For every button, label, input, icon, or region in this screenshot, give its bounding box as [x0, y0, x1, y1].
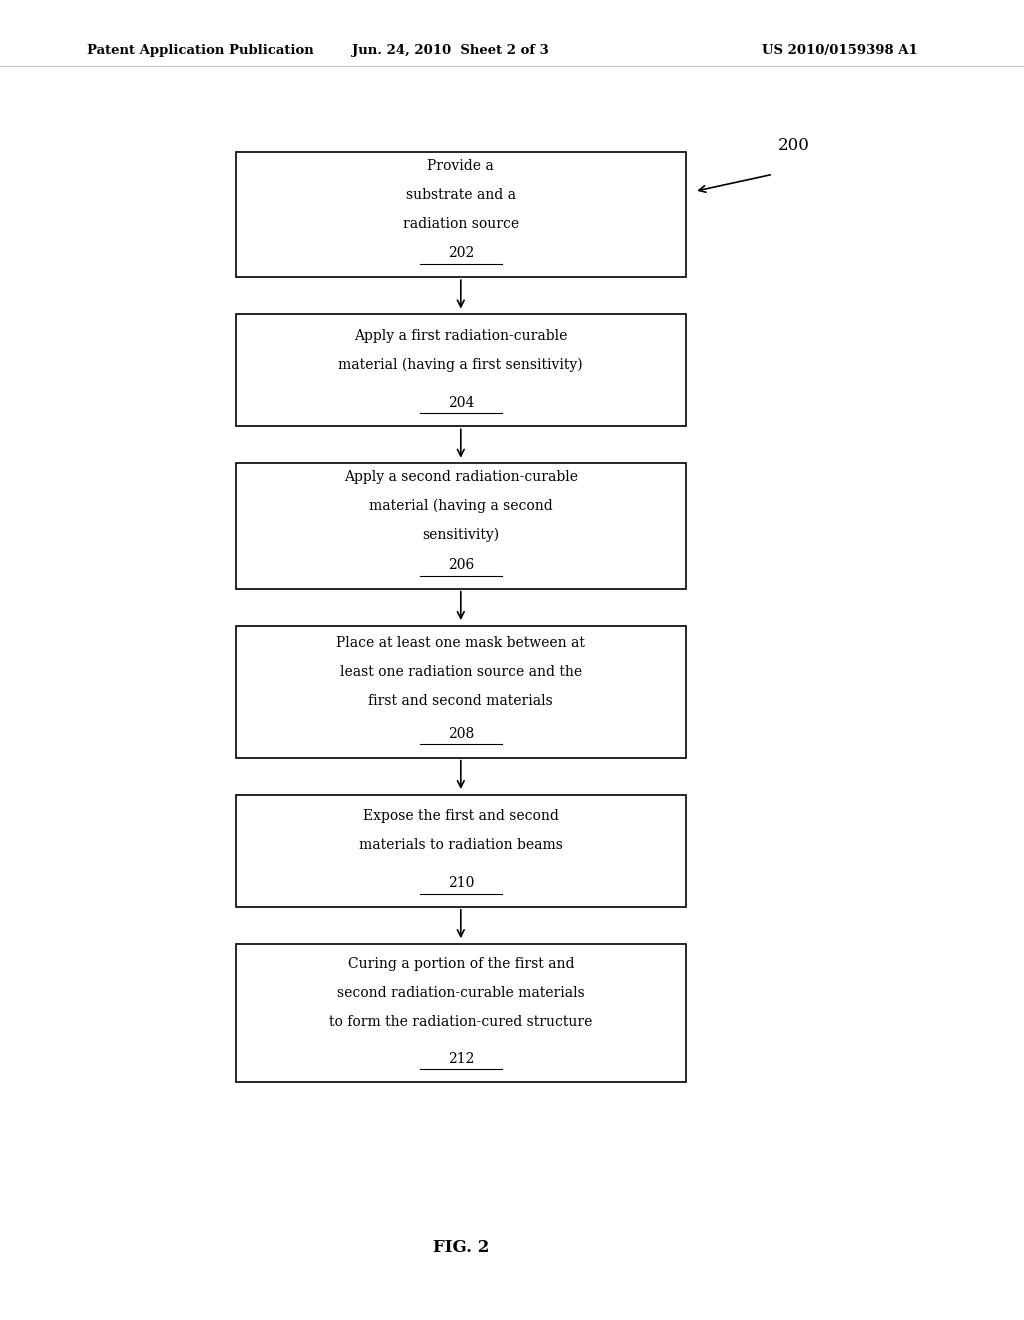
Text: second radiation-curable materials: second radiation-curable materials	[337, 986, 585, 1001]
Text: radiation source: radiation source	[402, 216, 519, 231]
Text: to form the radiation-cured structure: to form the radiation-cured structure	[329, 1015, 593, 1030]
Text: sensitivity): sensitivity)	[422, 528, 500, 543]
Text: Apply a first radiation-curable: Apply a first radiation-curable	[354, 329, 567, 343]
Text: substrate and a: substrate and a	[406, 187, 516, 202]
Text: Curing a portion of the first and: Curing a portion of the first and	[347, 957, 574, 972]
Text: US 2010/0159398 A1: US 2010/0159398 A1	[762, 44, 918, 57]
Text: first and second materials: first and second materials	[369, 694, 553, 708]
FancyBboxPatch shape	[236, 626, 686, 758]
FancyBboxPatch shape	[236, 795, 686, 907]
Text: material (having a second: material (having a second	[369, 499, 553, 513]
Text: 200: 200	[778, 137, 810, 153]
Text: Expose the first and second: Expose the first and second	[362, 809, 559, 824]
FancyBboxPatch shape	[236, 463, 686, 589]
Text: least one radiation source and the: least one radiation source and the	[340, 665, 582, 678]
Text: 212: 212	[447, 1052, 474, 1065]
FancyBboxPatch shape	[236, 314, 686, 426]
Text: 210: 210	[447, 876, 474, 890]
Text: 202: 202	[447, 247, 474, 260]
FancyBboxPatch shape	[236, 944, 686, 1082]
Text: 204: 204	[447, 396, 474, 409]
Text: 208: 208	[447, 727, 474, 741]
Text: Place at least one mask between at: Place at least one mask between at	[336, 636, 586, 649]
Text: FIG. 2: FIG. 2	[432, 1239, 489, 1255]
FancyBboxPatch shape	[236, 152, 686, 277]
Text: 206: 206	[447, 558, 474, 572]
Text: Apply a second radiation-curable: Apply a second radiation-curable	[344, 470, 578, 484]
Text: Provide a: Provide a	[427, 158, 495, 173]
Text: materials to radiation beams: materials to radiation beams	[358, 838, 563, 853]
Text: Patent Application Publication: Patent Application Publication	[87, 44, 313, 57]
Text: material (having a first sensitivity): material (having a first sensitivity)	[339, 358, 583, 372]
Text: Jun. 24, 2010  Sheet 2 of 3: Jun. 24, 2010 Sheet 2 of 3	[352, 44, 549, 57]
